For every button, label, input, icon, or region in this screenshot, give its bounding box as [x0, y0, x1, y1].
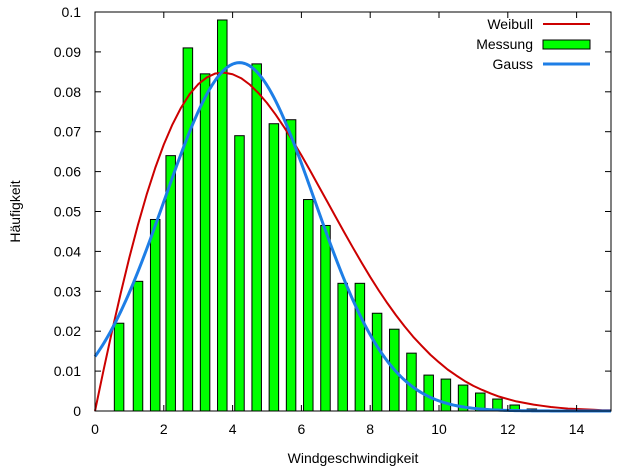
legend-label: Gauss — [493, 56, 533, 72]
x-tick-label: 2 — [160, 421, 168, 437]
y-tick-label: 0 — [73, 403, 81, 419]
ticks-group: 0 2 4 6 8 10 12 14 0 0.01 0.02 0.03 0.04 0.05 0.06 0.07… — [54, 4, 611, 437]
bar — [113, 322, 125, 412]
bar — [354, 282, 366, 412]
y-tick-label: 0.07 — [54, 124, 81, 140]
bar — [268, 123, 280, 412]
bar — [423, 374, 434, 412]
legend-label: Messung — [476, 36, 533, 52]
y-tick-label: 0.09 — [54, 44, 81, 60]
x-tick-label: 0 — [91, 421, 99, 437]
bar — [234, 135, 245, 412]
bar — [337, 282, 348, 412]
legend-label: Weibull — [487, 16, 533, 32]
y-tick-label: 0.1 — [62, 4, 82, 20]
bar — [440, 378, 452, 412]
y-tick-label: 0.05 — [54, 204, 81, 220]
x-tick-label: 4 — [229, 421, 237, 437]
y-tick-label: 0.03 — [54, 283, 81, 299]
y-tick-label: 0.01 — [54, 363, 81, 379]
x-tick-label: 6 — [298, 421, 306, 437]
series-line-weibull — [94, 71, 611, 412]
y-axis-title: Häufigkeit — [7, 180, 23, 242]
bar — [217, 19, 228, 412]
x-axis-title: Windgeschwindigkeit — [288, 450, 419, 466]
y-tick-label: 0.08 — [54, 84, 81, 100]
bar — [320, 224, 331, 412]
bar — [251, 63, 262, 412]
bar — [132, 280, 144, 412]
legend: Weibull Messung Gauss — [476, 16, 591, 72]
bars-group — [113, 19, 538, 412]
x-tick-label: 10 — [431, 421, 447, 437]
y-tick-label: 0.06 — [54, 164, 81, 180]
x-tick-label: 14 — [569, 421, 585, 437]
x-tick-label: 8 — [366, 421, 374, 437]
y-tick-label: 0.04 — [54, 243, 81, 259]
bar — [285, 119, 297, 412]
y-tick-label: 0.02 — [54, 323, 81, 339]
bar — [149, 218, 161, 412]
bar — [199, 73, 211, 412]
bar — [371, 312, 383, 412]
x-tick-label: 12 — [500, 421, 516, 437]
bar — [303, 199, 314, 412]
legend-swatch — [542, 39, 591, 50]
